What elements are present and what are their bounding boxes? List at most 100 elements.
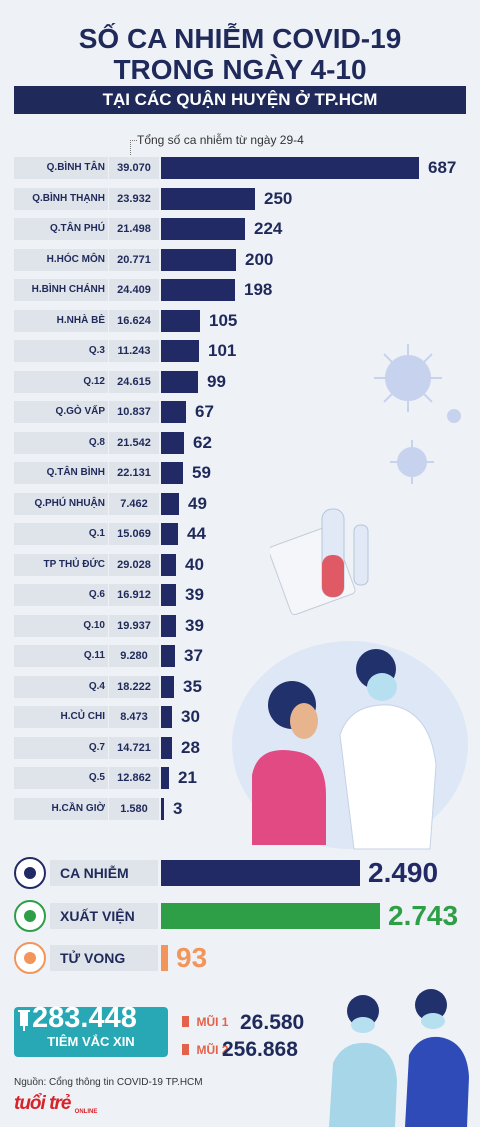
district-total: 16.624 (109, 310, 159, 332)
district-bar (161, 676, 174, 698)
district-label: H.NHÀ BÈ (14, 310, 108, 332)
summary-value: 93 (176, 942, 208, 973)
district-total: 21.498 (109, 218, 159, 240)
district-total: 11.243 (109, 340, 159, 362)
district-value: 62 (193, 433, 212, 452)
district-total: 1.580 (109, 798, 159, 820)
district-value: 67 (195, 402, 214, 421)
district-label: Q.6 (14, 584, 108, 606)
district-total: 14.721 (109, 737, 159, 759)
district-value: 198 (244, 280, 273, 299)
district-total: 10.837 (109, 401, 159, 423)
virus-illustration (374, 344, 461, 484)
district-value: 44 (187, 524, 206, 543)
district-label: Q.BÌNH THẠNH (14, 188, 108, 210)
district-bar (161, 401, 186, 423)
district-value: 30 (181, 707, 200, 726)
district-bar (161, 371, 198, 393)
district-total: 15.069 (109, 523, 159, 545)
district-bar (161, 462, 183, 484)
dose-2-value: 256.868 (222, 1038, 298, 1061)
district-value: 224 (254, 219, 283, 238)
summary-bar (161, 860, 360, 886)
district-total: 21.542 (109, 432, 159, 454)
summary-value: 2.743 (388, 900, 459, 931)
logo-text: tuổi trẻ (14, 1093, 71, 1114)
district-value: 687 (428, 158, 457, 177)
district-total: 12.862 (109, 767, 159, 789)
hospital-bed-icon (14, 942, 46, 974)
title-line-2: TRONG NGÀY 4-10 (113, 54, 367, 85)
summary-value: 2.490 (368, 857, 439, 888)
logo-subtext: ONLINE (74, 1109, 98, 1115)
district-value: 28 (181, 738, 200, 757)
district-bar (161, 188, 255, 210)
district-label: Q.TÂN BÌNH (14, 462, 108, 484)
vaccine-label: TIÊM VẮC XIN (47, 1034, 135, 1049)
subtitle-banner: TẠI CÁC QUẬN HUYỆN Ở TP.HCM (14, 86, 466, 114)
district-bar (161, 798, 164, 820)
district-total: 39.070 (109, 157, 159, 179)
district-bar (161, 523, 178, 545)
summary-bar (161, 903, 380, 929)
district-bar (161, 767, 169, 789)
district-label: TP THỦ ĐỨC (14, 554, 108, 576)
district-bar (161, 615, 176, 637)
district-label: Q.10 (14, 615, 108, 637)
district-bar (161, 310, 200, 332)
district-value: 35 (183, 677, 202, 696)
heart-icon (14, 900, 46, 932)
title-line-1: SỐ CA NHIỄM COVID-19 (78, 23, 402, 54)
district-value: 49 (188, 494, 207, 513)
district-value: 37 (184, 646, 203, 665)
dose-2: MŨI 2 (182, 1041, 228, 1059)
dose-1: MŨI 1 (182, 1013, 228, 1031)
district-value: 250 (264, 189, 293, 208)
district-total: 19.937 (109, 615, 159, 637)
district-label: Q.11 (14, 645, 108, 667)
district-bar (161, 645, 175, 667)
district-value: 105 (209, 311, 238, 330)
district-bar (161, 157, 419, 179)
doctor-patient-illustration (232, 641, 468, 850)
publisher-logo: tuổi trẻ ONLINE (14, 1093, 97, 1115)
district-label: Q.TÂN PHÚ (14, 218, 108, 240)
district-total: 18.222 (109, 676, 159, 698)
district-label: H.CỦ CHI (14, 706, 108, 728)
test-tube-illustration (270, 508, 369, 615)
district-label: Q.PHÚ NHUẬN (14, 493, 108, 515)
district-value: 21 (178, 768, 197, 787)
source-text: Nguồn: Cổng thông tin COVID-19 TP.HCM (14, 1077, 203, 1088)
district-bar (161, 737, 172, 759)
district-label: Q.12 (14, 371, 108, 393)
note-connector (130, 140, 137, 155)
dose-1-label: MŨI 1 (196, 1015, 229, 1029)
district-label: H.CẦN GIỜ (14, 798, 108, 820)
district-total: 9.280 (109, 645, 159, 667)
syringe-icon (18, 1010, 30, 1031)
district-total: 7.462 (109, 493, 159, 515)
district-total: 29.028 (109, 554, 159, 576)
person-head-icon (14, 857, 46, 889)
district-value: 200 (245, 250, 274, 269)
district-bar (161, 584, 176, 606)
district-value: 101 (208, 341, 237, 360)
district-bar (161, 554, 176, 576)
district-bar (161, 340, 199, 362)
district-total: 8.473 (109, 706, 159, 728)
district-bar (161, 493, 179, 515)
district-bar (161, 706, 172, 728)
district-label: Q.1 (14, 523, 108, 545)
district-label: Q.3 (14, 340, 108, 362)
summary-label: CA NHIỄM (50, 860, 158, 886)
summary-bar (161, 945, 168, 971)
district-value: 39 (185, 616, 204, 635)
district-label: Q.BÌNH TÂN (14, 157, 108, 179)
district-label: H.HÓC MÔN (14, 249, 108, 271)
totals-note: Tổng số ca nhiễm từ ngày 29-4 (137, 133, 304, 147)
district-total: 24.409 (109, 279, 159, 301)
dose-2-label: MŨI 2 (196, 1043, 229, 1057)
district-value: 99 (207, 372, 226, 391)
district-total: 16.912 (109, 584, 159, 606)
district-label: Q.8 (14, 432, 108, 454)
